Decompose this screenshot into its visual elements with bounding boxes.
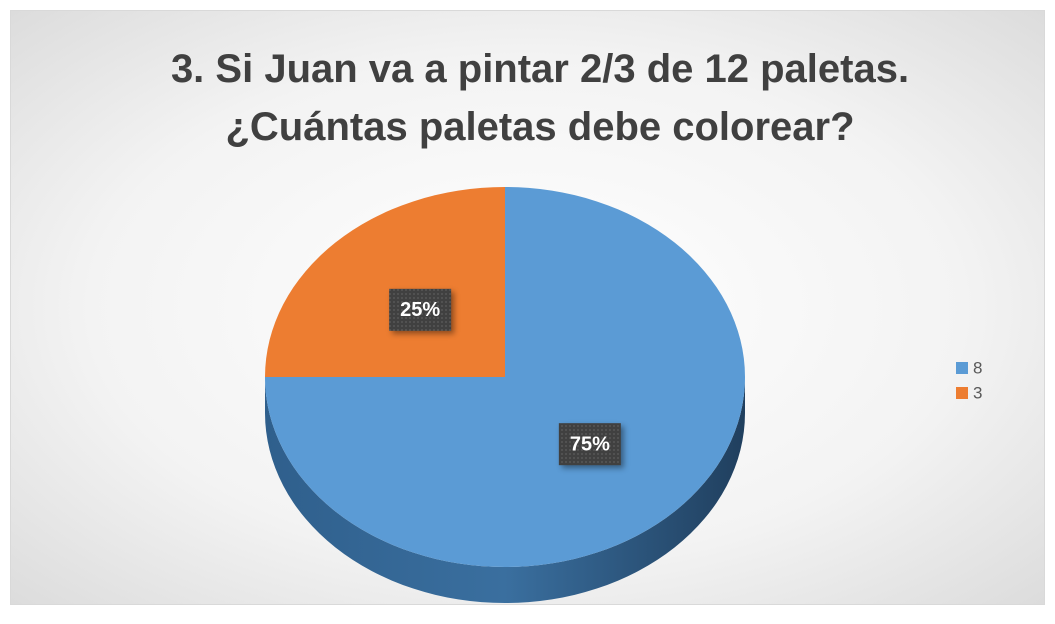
legend-label: 8	[973, 358, 982, 377]
legend-swatch	[956, 362, 968, 374]
data-label: 25%	[400, 299, 440, 321]
pie-slice	[265, 187, 505, 377]
chart-title: 3. Si Juan va a pintar 2/3 de 12 paletas…	[170, 47, 910, 149]
pie-side	[265, 377, 745, 603]
legend-swatch	[956, 387, 968, 399]
legend-label: 3	[973, 383, 982, 402]
data-label-box	[389, 288, 452, 331]
data-label-box	[558, 423, 621, 466]
data-label: 75%	[570, 433, 610, 455]
